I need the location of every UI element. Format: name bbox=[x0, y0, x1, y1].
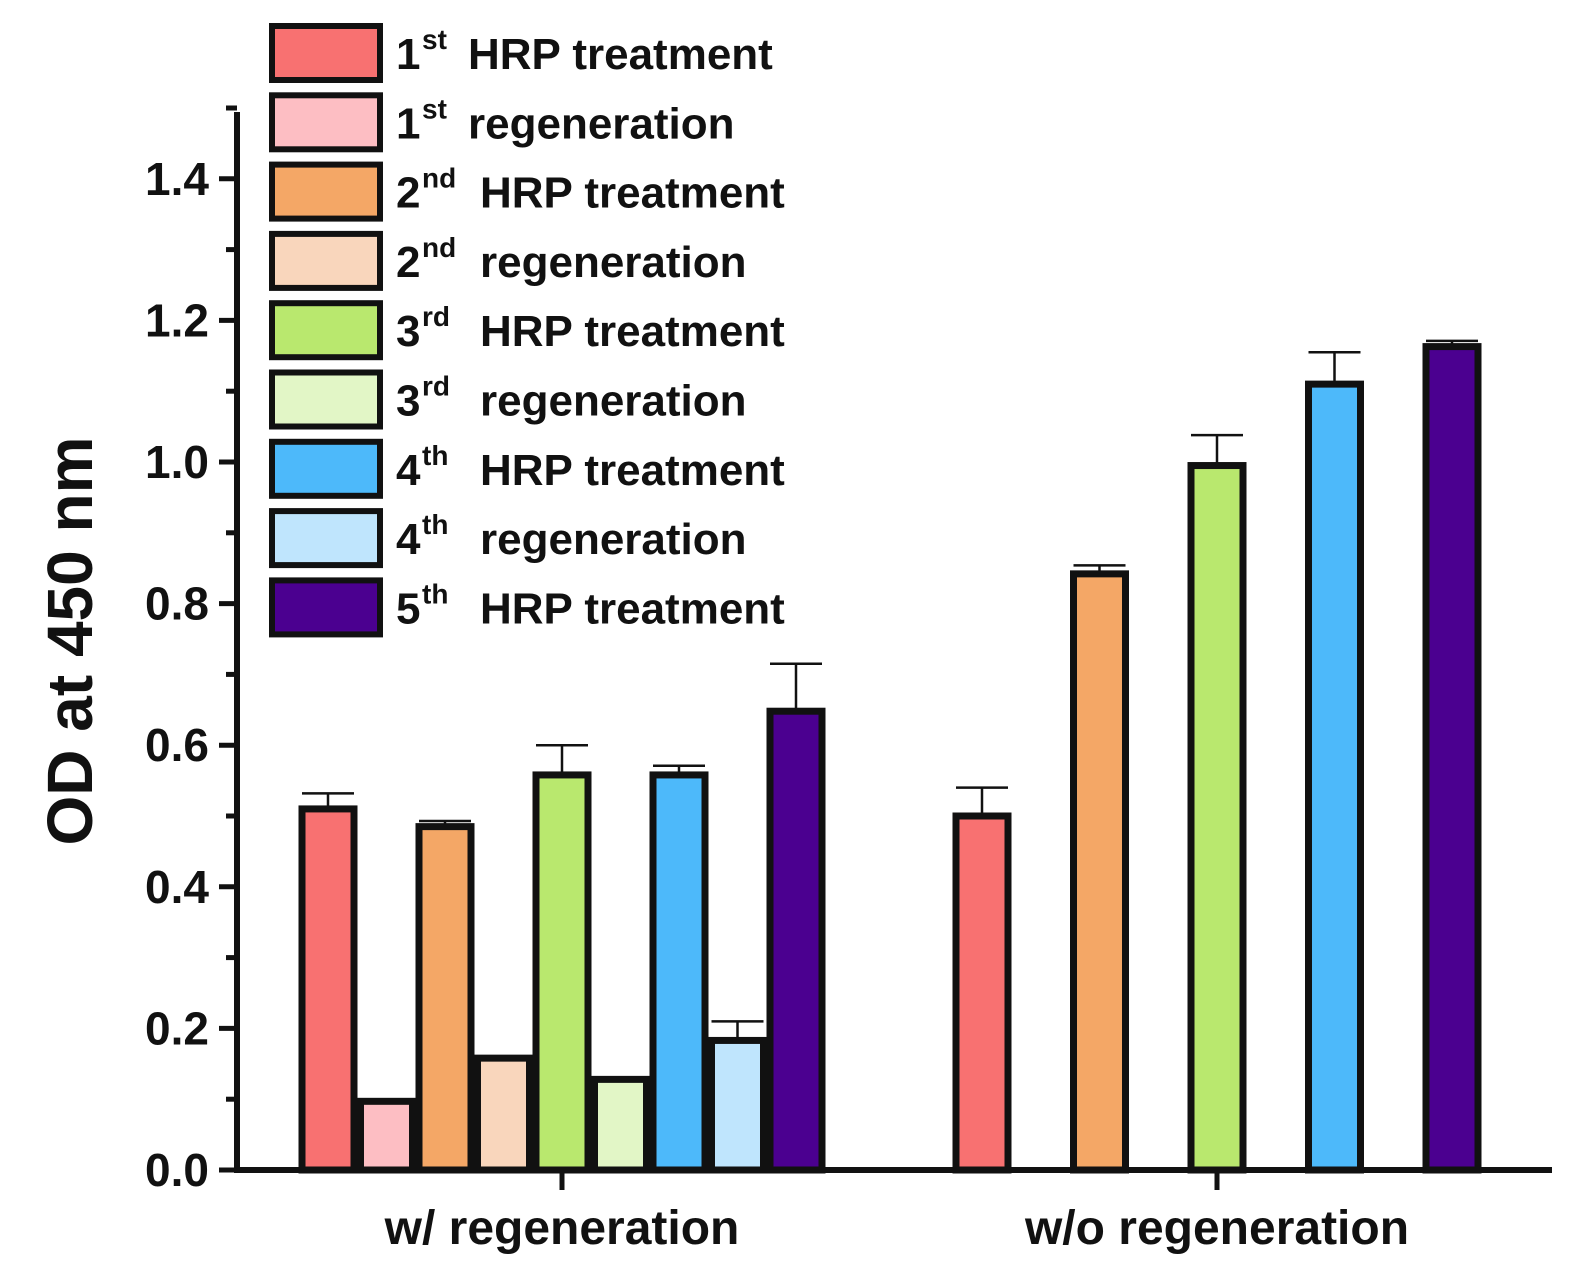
error-bars bbox=[302, 339, 1478, 1041]
y-tick-label: 0.6 bbox=[145, 719, 209, 771]
bars bbox=[298, 343, 1482, 1174]
legend-swatch-r2 bbox=[269, 230, 383, 291]
legend-label-t4: HRP treatment bbox=[480, 446, 785, 495]
legend-suffix-t1: st bbox=[422, 24, 447, 55]
x-category-label: w/ regeneration bbox=[384, 1202, 740, 1255]
bar-t1-1 bbox=[952, 812, 1012, 1174]
legend-suffix-t4: th bbox=[422, 440, 448, 471]
legend-label-t5: HRP treatment bbox=[480, 584, 785, 633]
legend-swatch-r3 bbox=[269, 369, 383, 430]
bar-t1-0 bbox=[298, 805, 358, 1174]
legend-swatch-t2 bbox=[269, 161, 383, 222]
y-tick-label: 1.0 bbox=[145, 436, 209, 488]
legend-label-t1: HRP treatment bbox=[468, 30, 773, 79]
y-tick-label: 0.4 bbox=[145, 861, 209, 913]
bar-r2-0 bbox=[474, 1054, 533, 1174]
x-axis: w/ regeneration w/o regeneration bbox=[384, 1170, 1409, 1255]
bar-r1-0 bbox=[357, 1097, 416, 1174]
legend-label-r3: regeneration bbox=[480, 377, 747, 426]
bar-t3-0 bbox=[532, 771, 592, 1174]
legend-swatch-t4 bbox=[269, 438, 383, 499]
legend-ordinal-r3: 3 bbox=[396, 377, 420, 426]
x-category-label: w/o regeneration bbox=[1024, 1202, 1409, 1255]
legend-label-t2: HRP treatment bbox=[480, 169, 785, 218]
legend-swatch-t5 bbox=[269, 577, 383, 638]
y-tick-label: 0.8 bbox=[145, 578, 209, 630]
legend-suffix-t2: nd bbox=[422, 163, 456, 194]
bar-t2-1 bbox=[1070, 570, 1129, 1174]
legend-swatch-r1 bbox=[269, 92, 383, 153]
legend-ordinal-t3: 3 bbox=[396, 307, 420, 356]
y-axis-title: OD at 450 nm bbox=[34, 436, 106, 845]
legend-ordinal-r1: 1 bbox=[396, 99, 420, 148]
legend-ordinal-t4: 4 bbox=[396, 446, 421, 495]
legend-suffix-r2: nd bbox=[422, 232, 456, 263]
bar-r4-0 bbox=[708, 1036, 767, 1174]
legend-suffix-r1: st bbox=[422, 93, 447, 124]
bar-t2-0 bbox=[415, 823, 475, 1174]
legend-ordinal-t5: 5 bbox=[396, 584, 420, 633]
legend-label-t3: HRP treatment bbox=[480, 307, 785, 356]
bar-r3-0 bbox=[591, 1075, 650, 1174]
legend-swatch-t3 bbox=[269, 300, 383, 361]
legend-suffix-r3: rd bbox=[422, 371, 450, 402]
legend-suffix-t5: th bbox=[422, 578, 448, 609]
bar-t3-1 bbox=[1187, 462, 1247, 1174]
legend-ordinal-t2: 2 bbox=[396, 169, 420, 218]
legend-suffix-r4: th bbox=[422, 509, 448, 540]
legend-label-r1: regeneration bbox=[468, 99, 735, 148]
y-tick-label: 1.2 bbox=[145, 294, 209, 346]
legend-ordinal-r2: 2 bbox=[396, 238, 420, 287]
legend-label-r4: regeneration bbox=[480, 515, 747, 564]
legend-label-r2: regeneration bbox=[480, 238, 747, 287]
bar-t5-1 bbox=[1422, 343, 1482, 1174]
legend-swatch-t1 bbox=[269, 23, 383, 83]
legend-ordinal-r4: 4 bbox=[396, 515, 421, 564]
y-tick-label: 1.4 bbox=[145, 153, 209, 205]
y-axis: 0.0 0.2 0.4 0.6 0.8 1.0 1.2 1.4 OD at 450 nm bbox=[34, 105, 1552, 1196]
y-tick-label: 0.0 bbox=[145, 1144, 209, 1196]
y-tick-label: 0.2 bbox=[145, 1002, 209, 1054]
legend-suffix-t3: rd bbox=[422, 301, 450, 332]
legend-swatch-r4 bbox=[269, 508, 383, 569]
bar-t5-0 bbox=[766, 707, 826, 1174]
bar-t4-0 bbox=[649, 771, 709, 1174]
bar-t4-1 bbox=[1305, 380, 1364, 1174]
legend-ordinal-t1: 1 bbox=[396, 30, 420, 79]
